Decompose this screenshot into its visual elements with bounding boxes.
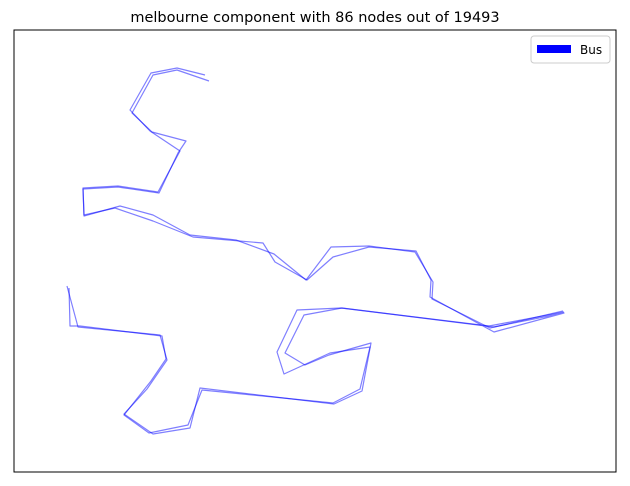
series-line-bus-2 <box>68 287 565 434</box>
chart-title: melbourne component with 86 nodes out of… <box>130 10 499 26</box>
legend: Bus <box>530 35 611 64</box>
series-line-bus-1 <box>66 69 565 435</box>
legend-swatch-bus <box>537 45 571 53</box>
legend-label-bus: Bus <box>580 43 602 57</box>
plot-area-frame <box>13 29 617 473</box>
series-layer <box>66 67 565 435</box>
